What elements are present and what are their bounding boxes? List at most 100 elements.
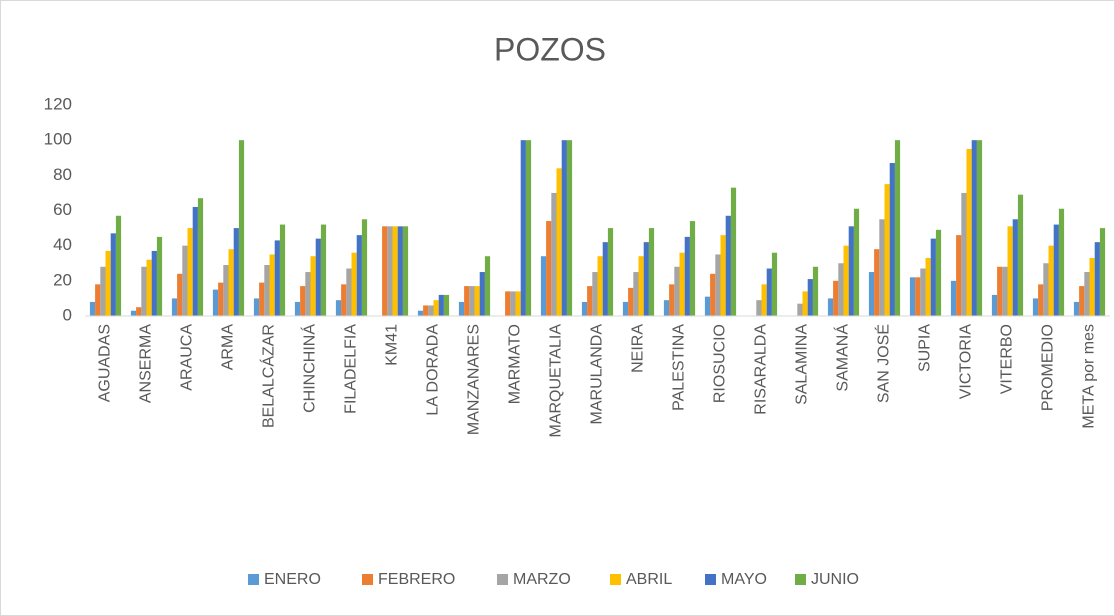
bar (1089, 257, 1095, 316)
bar (387, 226, 393, 316)
x-tick-label: BELALCÁZAR (259, 324, 278, 428)
bar (274, 240, 280, 316)
bar (720, 235, 726, 316)
chart-title: POZOS (494, 31, 606, 67)
bar (1002, 266, 1008, 316)
y-tick-label: 40 (53, 235, 72, 254)
x-tick-label: ARAUCA (179, 324, 196, 391)
legend-swatch (610, 574, 621, 585)
x-tick-label: ANSERMA (138, 324, 155, 403)
y-tick-label: 0 (63, 305, 72, 324)
y-tick-label: 80 (53, 165, 72, 184)
bar (351, 252, 357, 316)
bar (356, 235, 362, 316)
bar (177, 273, 183, 316)
bar (310, 256, 316, 316)
x-tick-label: RIOSUCIO (712, 324, 729, 403)
bar (443, 294, 450, 316)
bar (874, 249, 880, 316)
bar (730, 187, 737, 316)
bar (935, 229, 942, 316)
bar (689, 221, 696, 316)
bar (961, 192, 967, 316)
bar (540, 256, 547, 316)
bar (556, 168, 562, 316)
bar (797, 303, 803, 316)
bar (269, 254, 275, 316)
bar (238, 140, 245, 316)
bar (136, 307, 142, 316)
bar (868, 272, 875, 316)
x-tick-label: AGUADAS (97, 324, 114, 402)
bar (156, 236, 163, 316)
bar (361, 219, 368, 316)
x-tick-label: MARMATO (507, 324, 524, 404)
bar (382, 226, 388, 316)
bar (105, 250, 111, 316)
bar (474, 286, 480, 316)
x-tick-label: MARULANDA (589, 324, 606, 425)
bar (848, 226, 854, 316)
bar (417, 310, 424, 316)
bar (561, 140, 567, 316)
bar (925, 257, 931, 316)
bar (1053, 224, 1059, 316)
bar (648, 228, 655, 316)
legend-label: ABRIL (626, 571, 672, 588)
x-tick-label: LA DORADA (425, 324, 442, 416)
bar (843, 245, 849, 316)
bar (218, 282, 224, 316)
bar (182, 245, 188, 316)
bar (315, 238, 321, 316)
legend-swatch (497, 574, 508, 585)
bar (628, 287, 634, 316)
bar (458, 301, 465, 316)
bar (638, 256, 644, 316)
bar (233, 228, 239, 316)
bar (525, 140, 532, 316)
bar (197, 198, 204, 316)
bar (1017, 194, 1024, 316)
bar (766, 268, 772, 316)
x-tick-label: SUPIA (917, 324, 934, 372)
bar (991, 294, 998, 316)
bar (587, 286, 593, 316)
y-tick-label: 20 (53, 270, 72, 289)
bar (884, 184, 890, 316)
bar (187, 228, 193, 316)
bar (212, 289, 219, 316)
bar (756, 300, 762, 316)
bar (253, 298, 260, 316)
x-tick-label: MANZANARES (466, 324, 483, 435)
bar (853, 208, 860, 316)
x-tick-label: META por mes (1081, 324, 1098, 429)
y-tick-label: 60 (53, 200, 72, 219)
bar (915, 277, 921, 316)
bar (438, 294, 444, 316)
y-tick-label: 100 (44, 130, 72, 149)
bar (141, 266, 147, 316)
x-tick-label: SALAMINA (794, 324, 811, 405)
legend-label: MAYO (721, 571, 767, 588)
x-tick-label: VITERBO (999, 324, 1016, 394)
x-tick-label: SAN JOSÉ (874, 324, 893, 403)
x-tick-label: FILADELFIA (343, 324, 360, 414)
bar (130, 310, 137, 316)
bar (894, 140, 901, 316)
bar (546, 221, 552, 316)
bar (171, 298, 178, 316)
x-tick-label: KM41 (384, 324, 401, 366)
bar (1012, 219, 1018, 316)
bar (812, 266, 819, 316)
bar (264, 265, 270, 316)
bar (715, 254, 721, 316)
bar (622, 301, 629, 316)
bar (89, 301, 96, 316)
x-tick-label: NEIRA (630, 324, 647, 373)
bar (392, 226, 398, 316)
bar (515, 291, 521, 316)
bar (761, 284, 767, 316)
bar (956, 235, 962, 316)
bar (838, 263, 844, 316)
